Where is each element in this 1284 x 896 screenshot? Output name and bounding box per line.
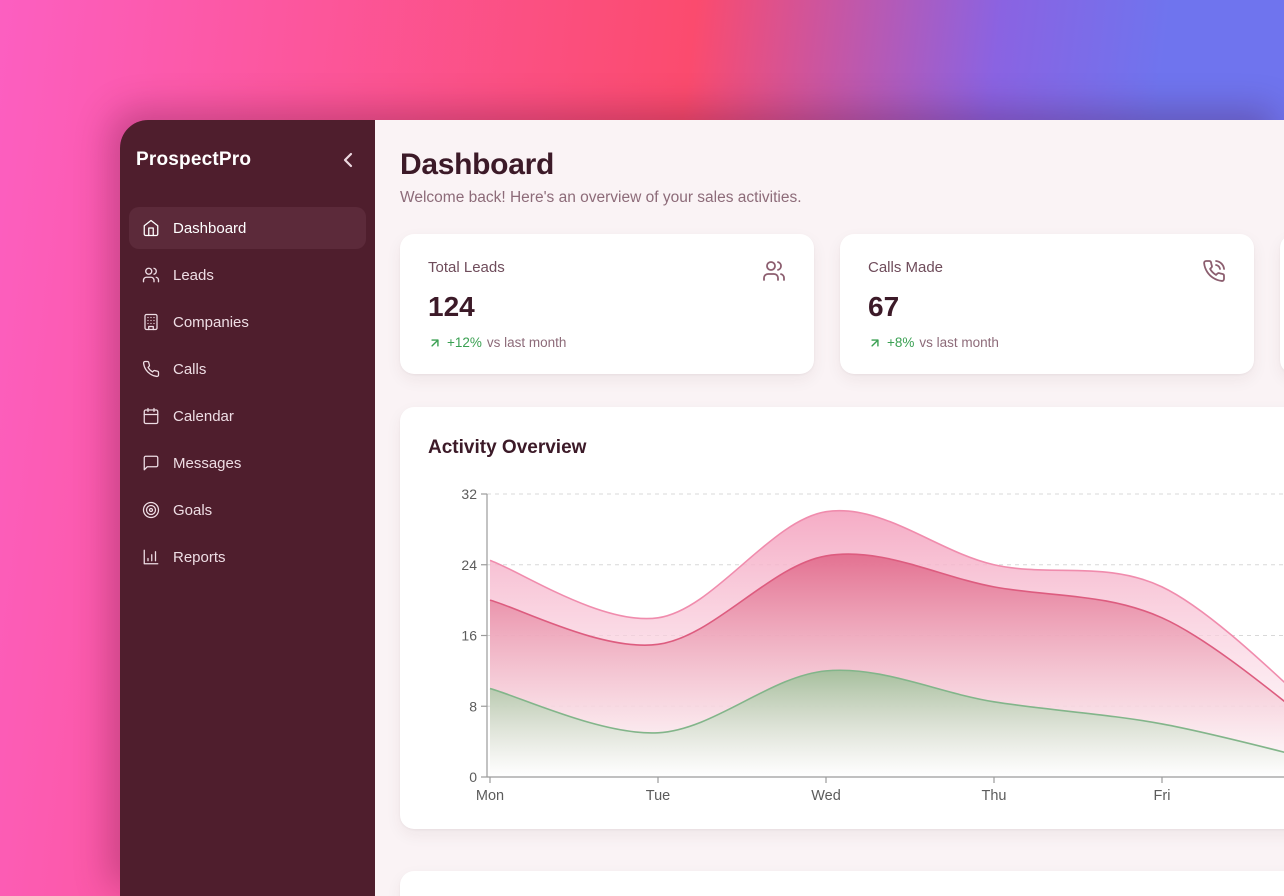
users-icon [762, 259, 786, 283]
sidebar-item-label: Reports [173, 548, 226, 566]
main-area: Dashboard Welcome back! Here's an overvi… [375, 120, 1284, 896]
chevron-left-icon [336, 148, 360, 172]
svg-text:16: 16 [461, 628, 477, 644]
sidebar-item-leads[interactable]: Leads [129, 254, 366, 296]
sidebar-header: ProspectPro [129, 148, 366, 172]
sidebar-item-calendar[interactable]: Calendar [129, 395, 366, 437]
building-icon [142, 313, 160, 331]
target-icon [142, 501, 160, 519]
svg-text:0: 0 [469, 769, 477, 785]
sidebar-collapse-button[interactable] [336, 148, 360, 172]
sidebar-item-label: Calendar [173, 407, 234, 425]
app-window: ProspectPro Dashboard Leads Companies Ca… [120, 120, 1284, 896]
svg-text:Wed: Wed [811, 788, 841, 804]
activity-chart: 0 8 16 24 32 Mon Tue Wed Thu Fri [461, 486, 1284, 804]
trend-percent: +12% [447, 335, 482, 350]
svg-text:Fri: Fri [1154, 788, 1171, 804]
sidebar-item-companies[interactable]: Companies [129, 301, 366, 343]
sidebar-item-label: Calls [173, 360, 207, 378]
stat-card-calls-made: Calls Made 67 +8% vs last month [840, 234, 1254, 374]
svg-text:Tue: Tue [646, 788, 670, 804]
sidebar-item-dashboard[interactable]: Dashboard [129, 207, 366, 249]
phone-call-icon [1202, 259, 1226, 283]
sidebar-item-calls[interactable]: Calls [129, 348, 366, 390]
activity-overview-card: Activity Overview 0 8 16 24 32 Mon Tue Wed Thu Fr… [400, 407, 1284, 829]
bar-chart-icon [142, 548, 160, 566]
sidebar-item-goals[interactable]: Goals [129, 489, 366, 531]
svg-text:Mon: Mon [476, 788, 504, 804]
trend-percent: +8% [887, 335, 915, 350]
sidebar-item-label: Companies [173, 313, 249, 331]
app-brand: ProspectPro [136, 149, 252, 170]
sidebar-item-label: Goals [173, 501, 213, 519]
sidebar-item-reports[interactable]: Reports [129, 536, 366, 578]
sidebar-item-label: Messages [173, 454, 242, 472]
stat-cards-row: Total Leads 124 +12% vs last month Calls… [400, 234, 1284, 374]
sidebar-nav: Dashboard Leads Companies Calls Calendar… [129, 207, 366, 578]
stat-card-partial [1280, 234, 1284, 374]
svg-text:8: 8 [469, 698, 477, 714]
bottom-partial-card [400, 871, 1284, 896]
svg-text:Thu: Thu [982, 788, 1007, 804]
stat-trend: +12% vs last month [428, 335, 786, 350]
sidebar-item-label: Dashboard [173, 219, 247, 237]
stat-card-total-leads: Total Leads 124 +12% vs last month [400, 234, 814, 374]
message-square-icon [142, 454, 160, 472]
arrow-up-right-icon [428, 336, 442, 350]
trend-note: vs last month [919, 335, 999, 350]
svg-text:32: 32 [461, 486, 477, 502]
chart-title: Activity Overview [428, 437, 587, 458]
users-icon [142, 266, 160, 284]
sidebar: ProspectPro Dashboard Leads Companies Ca… [120, 120, 375, 896]
svg-text:24: 24 [461, 557, 477, 573]
page-subtitle: Welcome back! Here's an overview of your… [400, 189, 802, 206]
trend-note: vs last month [486, 335, 567, 350]
arrow-up-right-icon [868, 336, 882, 350]
stat-value: 124 [428, 291, 475, 322]
stat-trend: +8% vs last month [868, 335, 1226, 350]
sidebar-item-messages[interactable]: Messages [129, 442, 366, 484]
phone-icon [142, 360, 160, 378]
main-content: Dashboard Welcome back! Here's an overvi… [400, 148, 1284, 896]
calendar-icon [142, 407, 160, 425]
sidebar-item-label: Leads [173, 266, 214, 284]
home-icon [142, 219, 160, 237]
page-title: Dashboard [400, 148, 554, 181]
stat-label: Calls Made [868, 259, 944, 276]
stat-value: 67 [868, 291, 900, 322]
stat-label: Total Leads [428, 259, 505, 276]
